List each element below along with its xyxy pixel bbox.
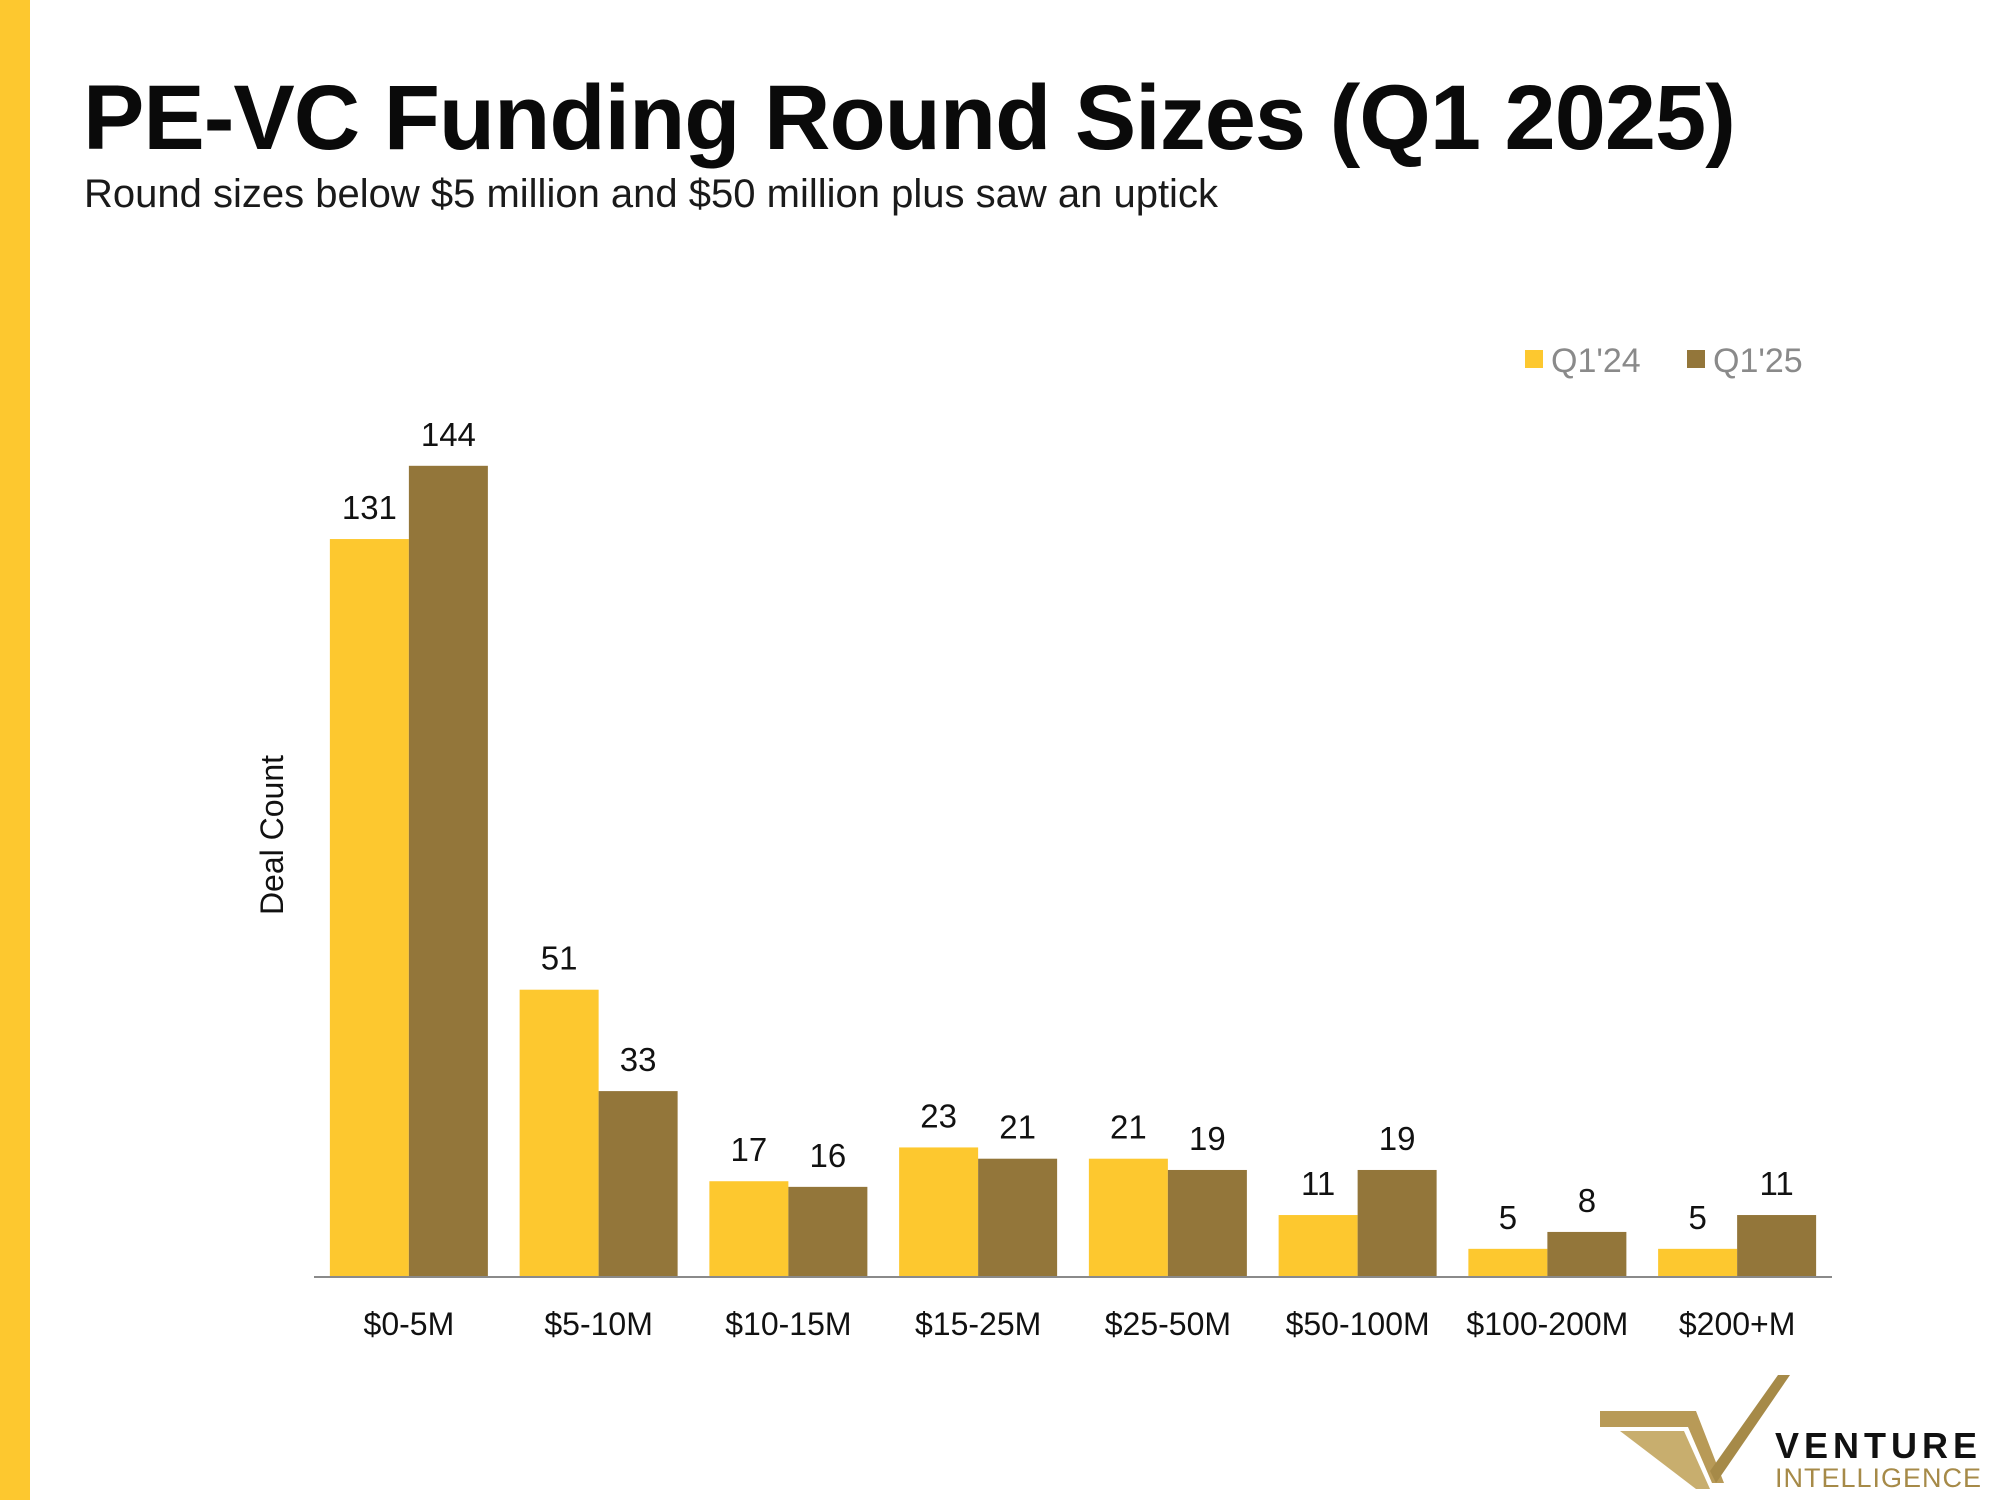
venture-intelligence-logo: VENTURE INTELLIGENCE bbox=[1600, 1375, 1983, 1495]
data-label-q1-25-4: 19 bbox=[1189, 1120, 1226, 1157]
data-label-q1-25-7: 11 bbox=[1759, 1165, 1793, 1202]
data-label-q1-24-7: 5 bbox=[1688, 1199, 1706, 1236]
x-tick-label-6: $100-200M bbox=[1466, 1306, 1628, 1342]
page-subtitle: Round sizes below $5 million and $50 mil… bbox=[84, 172, 1218, 216]
bar-q1-25-0 bbox=[408, 465, 488, 1277]
bar-q1-24-4 bbox=[1088, 1158, 1168, 1277]
bar-q1-25-4 bbox=[1167, 1169, 1247, 1277]
data-label-q1-24-3: 23 bbox=[920, 1097, 957, 1134]
x-tick-label-0: $0-5M bbox=[364, 1306, 455, 1342]
data-label-q1-25-5: 19 bbox=[1379, 1120, 1416, 1157]
bar-q1-24-5 bbox=[1278, 1215, 1358, 1277]
data-label-q1-25-3: 21 bbox=[999, 1109, 1036, 1146]
data-label-q1-25-0: 144 bbox=[421, 416, 476, 453]
legend-label-1: Q1'25 bbox=[1713, 342, 1803, 380]
data-label-q1-24-5: 11 bbox=[1301, 1165, 1335, 1202]
legend-label-0: Q1'24 bbox=[1551, 342, 1641, 380]
bar-q1-24-6 bbox=[1468, 1248, 1548, 1277]
bar-q1-24-3 bbox=[899, 1147, 979, 1277]
data-label-q1-24-4: 21 bbox=[1110, 1109, 1147, 1146]
bar-q1-24-1 bbox=[519, 989, 599, 1277]
x-tick-label-2: $10-15M bbox=[725, 1306, 851, 1342]
logo-chevron-icon bbox=[1600, 1375, 1790, 1489]
x-tick-label-7: $200+M bbox=[1679, 1306, 1796, 1342]
logo-subtitle: INTELLIGENCE bbox=[1775, 1463, 1983, 1493]
bar-q1-24-0 bbox=[329, 539, 409, 1277]
bar-marks bbox=[329, 465, 1817, 1277]
data-label-q1-24-2: 17 bbox=[731, 1131, 768, 1168]
data-label-q1-25-6: 8 bbox=[1578, 1182, 1596, 1219]
bar-q1-24-7 bbox=[1658, 1248, 1738, 1277]
chart-legend: Q1'24 Q1'25 bbox=[1525, 342, 1803, 380]
bar-q1-24-2 bbox=[709, 1181, 789, 1277]
bar-q1-25-2 bbox=[788, 1186, 868, 1277]
legend-swatch-0 bbox=[1525, 350, 1543, 368]
x-tick-labels: $0-5M $5-10M $10-15M $15-25M $25-50M $50-100M… bbox=[364, 1306, 1796, 1342]
bar-q1-25-3 bbox=[978, 1158, 1058, 1277]
data-label-q1-24-0: 131 bbox=[342, 489, 397, 526]
data-label-q1-25-2: 16 bbox=[810, 1137, 847, 1174]
data-label-q1-25-1: 33 bbox=[620, 1041, 657, 1078]
y-axis-label: Deal Count bbox=[254, 755, 290, 915]
x-tick-label-4: $25-50M bbox=[1105, 1306, 1231, 1342]
x-tick-label-3: $15-25M bbox=[915, 1306, 1041, 1342]
data-label-q1-24-6: 5 bbox=[1499, 1199, 1517, 1236]
x-tick-label-5: $50-100M bbox=[1286, 1306, 1430, 1342]
legend-swatch-1 bbox=[1687, 350, 1705, 368]
data-label-q1-24-1: 51 bbox=[541, 940, 578, 977]
bar-q1-25-7 bbox=[1737, 1215, 1817, 1277]
bar-q1-25-5 bbox=[1357, 1169, 1437, 1277]
bar-q1-25-6 bbox=[1547, 1231, 1627, 1277]
accent-bar bbox=[0, 0, 30, 1500]
page-title: PE-VC Funding Round Sizes (Q1 2025) bbox=[83, 67, 1736, 169]
data-labels: 131 144 51 33 17 16 23 21 21 19 11 19 5 8 5 11 bbox=[342, 416, 1794, 1236]
x-tick-label-1: $5-10M bbox=[544, 1306, 653, 1342]
bar-q1-25-1 bbox=[598, 1091, 678, 1277]
logo-wordmark: VENTURE bbox=[1775, 1425, 1983, 1466]
